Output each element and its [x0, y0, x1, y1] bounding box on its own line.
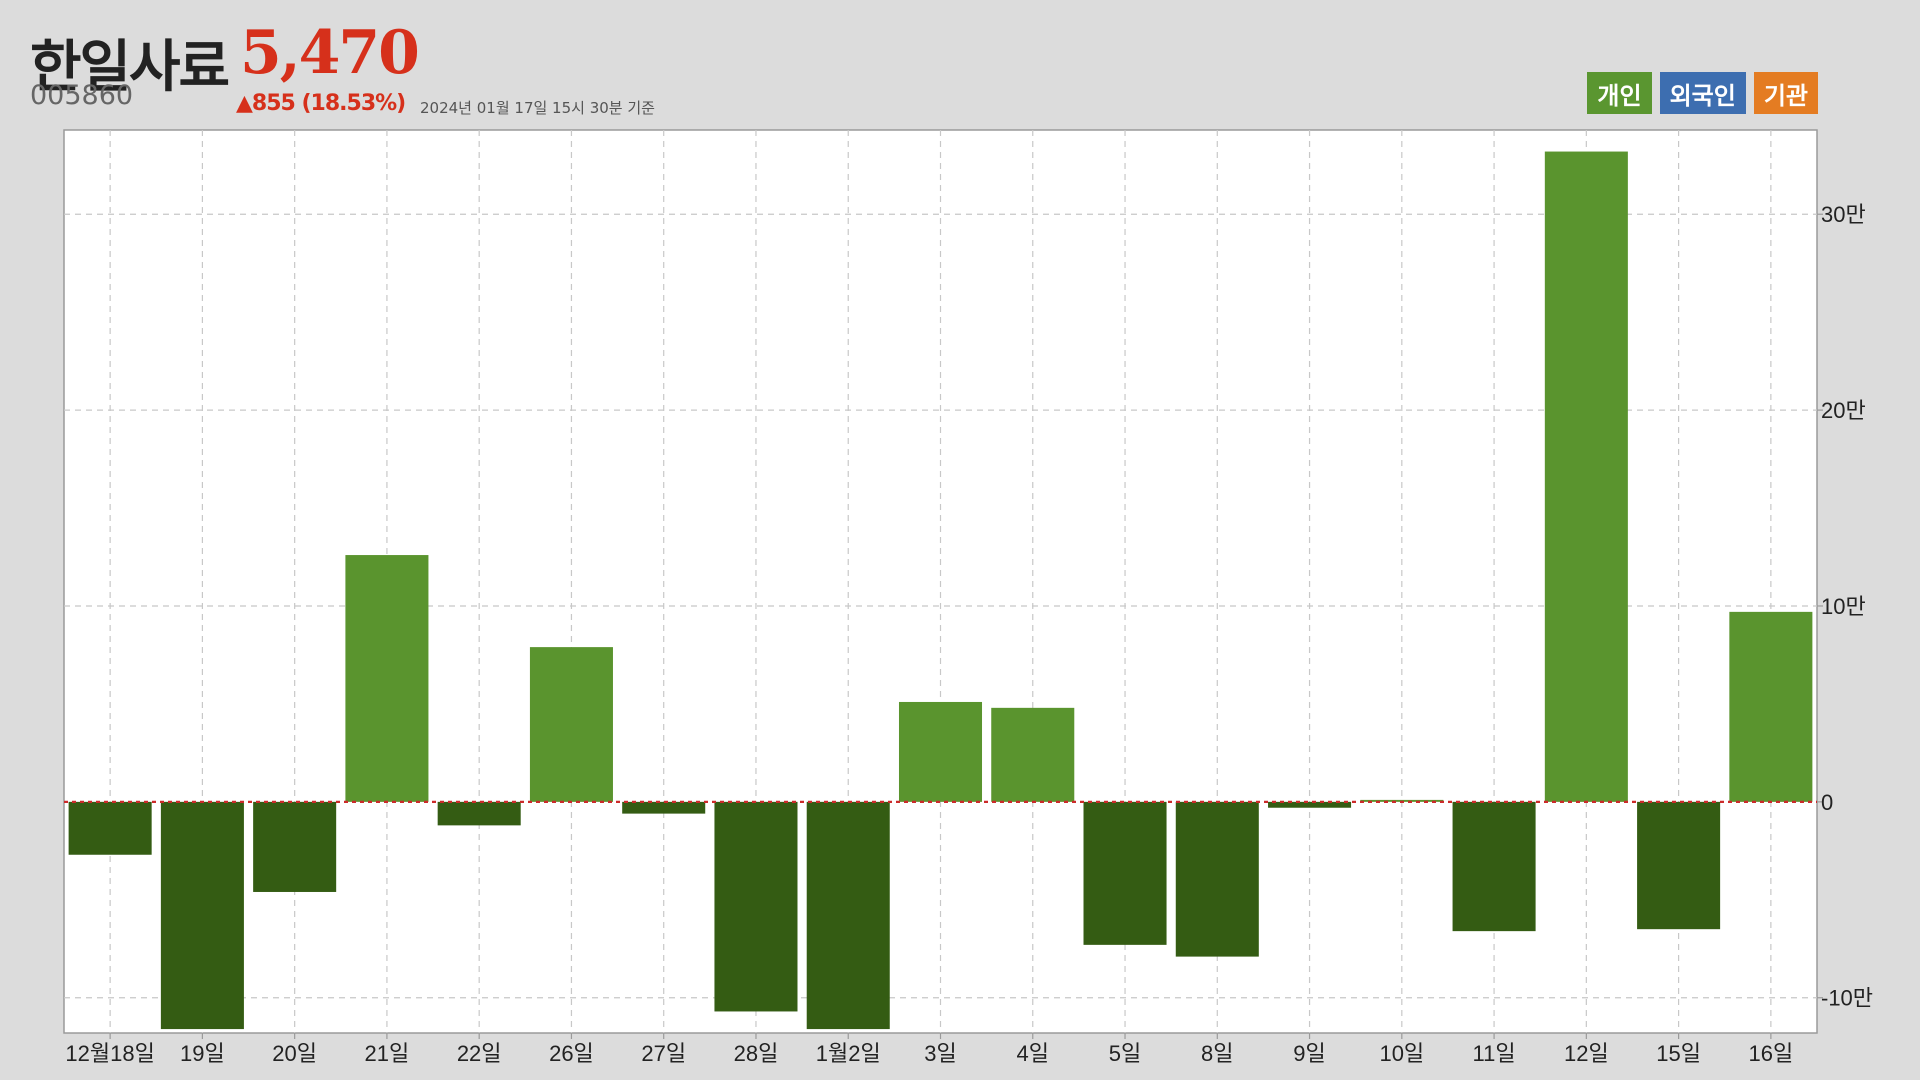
x-tick-label: 9일 [1293, 1041, 1325, 1066]
x-tick-label: 11일 [1473, 1041, 1516, 1066]
bar [253, 801, 337, 892]
y-tick-label: 20만 [1821, 398, 1866, 423]
bar [898, 701, 983, 802]
x-tick-label: 27일 [641, 1041, 686, 1066]
bar [68, 801, 152, 855]
y-tick-label: 0 [1821, 790, 1833, 815]
bar [806, 801, 890, 1030]
x-tick-label: 12월18일 [65, 1041, 154, 1066]
x-tick-label: 3일 [924, 1041, 956, 1066]
bar [1729, 611, 1813, 802]
y-tick-label: -10만 [1821, 986, 1873, 1011]
stock-code: 005860 [30, 80, 134, 111]
bar [529, 647, 613, 802]
y-tick-label: 10만 [1821, 594, 1866, 619]
x-tick-label: 20일 [272, 1041, 317, 1066]
price-change: ▲855 (18.53%) [236, 91, 406, 116]
bar [345, 555, 429, 802]
bar [1544, 151, 1628, 802]
legend-individual[interactable]: 개인 [1587, 72, 1652, 114]
x-tick-label: 21일 [365, 1041, 410, 1066]
x-tick-label: 19일 [180, 1041, 225, 1066]
x-tick-label: 22일 [457, 1041, 502, 1066]
x-tick-label: 26일 [549, 1041, 594, 1066]
bar [1083, 801, 1167, 945]
bar [1175, 801, 1259, 957]
bar [1268, 801, 1352, 808]
x-tick-label: 4일 [1017, 1041, 1049, 1066]
legend-institution[interactable]: 기관 [1753, 72, 1818, 114]
x-tick-label: 10일 [1379, 1041, 1424, 1066]
y-tick-label: 30만 [1821, 202, 1866, 227]
bar [1452, 801, 1536, 932]
x-tick-label: 5일 [1109, 1041, 1141, 1066]
x-tick-label: 12일 [1564, 1041, 1609, 1066]
stock-price: 5,470 [240, 18, 420, 88]
bar [160, 801, 244, 1030]
legend: 개인 외국인 기관 [1587, 72, 1818, 114]
stock-name: 한일사료 [30, 35, 230, 100]
legend-foreign[interactable]: 외국인 [1659, 72, 1746, 114]
x-tick-label: 16일 [1749, 1041, 1794, 1066]
x-tick-label: 15일 [1656, 1041, 1701, 1066]
bar [714, 801, 798, 1012]
x-tick-label: 1월2일 [816, 1041, 881, 1066]
x-tick-label: 28일 [734, 1041, 779, 1066]
bar [1637, 801, 1721, 930]
x-tick-label: 8일 [1201, 1041, 1233, 1066]
bar [622, 801, 706, 814]
bar [991, 707, 1075, 802]
bar [437, 801, 521, 826]
as-of-timestamp: 2024년 01월 17일 15시 30분 기준 [420, 99, 655, 117]
